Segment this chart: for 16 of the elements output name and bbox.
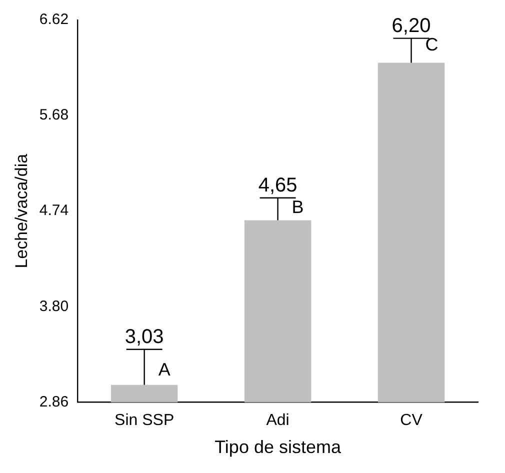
data-label: 3,03 <box>124 326 164 348</box>
x-tick-label: Adi <box>266 412 290 430</box>
x-axis-title: Tipo de sistema <box>214 437 342 458</box>
annotation: A <box>158 360 170 380</box>
data-label: 6,20 <box>392 14 431 37</box>
y-tick-label: 5.68 <box>39 106 69 124</box>
y-tick-label: 6.62 <box>39 11 69 28</box>
annotation: B <box>292 197 304 218</box>
annotation: C <box>425 34 438 54</box>
y-tick-label: 4.74 <box>39 202 69 220</box>
x-tick-label: Sin SSP <box>114 412 174 430</box>
y-tick-label: 3.80 <box>39 298 69 315</box>
y-axis-title: Leche/vaca/dia <box>12 153 31 268</box>
x-tick-label: CV <box>400 412 423 430</box>
y-tick-label: 2.86 <box>39 393 69 410</box>
data-label: 4,65 <box>258 174 298 196</box>
